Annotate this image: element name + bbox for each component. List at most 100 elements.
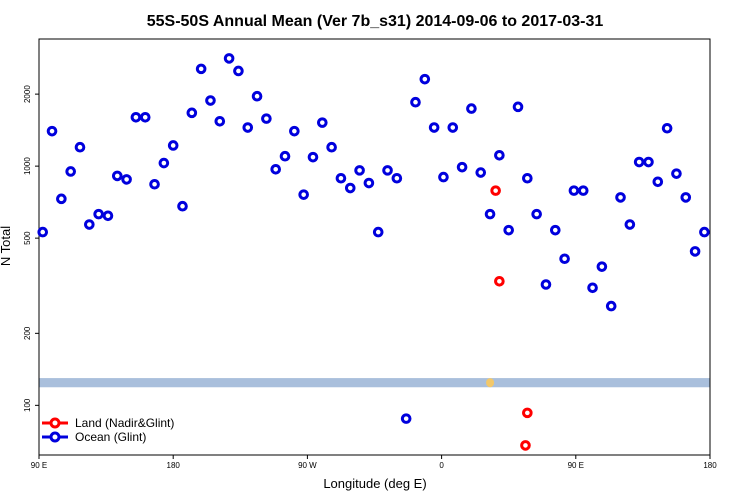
ocean-point [111,170,123,182]
land-point [490,185,501,196]
ocean-point [615,192,626,203]
ocean-point [289,125,300,137]
ocean-point [494,149,505,161]
band-highlight [486,378,495,388]
ocean-point [419,73,431,85]
x-axis-ticks: 90 E 180 90 W 0 90 E 180 [31,455,717,470]
ocean-point [671,168,682,179]
x-tick-label: 90 W [298,461,317,470]
ocean-point [680,192,692,203]
ocean-point [223,53,235,64]
ocean-point [624,219,636,230]
land-point [520,440,531,451]
y-axis-label: N Total [0,226,13,266]
x-tick-label: 90 E [31,461,47,470]
ocean-point [587,282,598,294]
legend-ocean-marker [49,431,61,443]
ocean-point [186,107,198,119]
x-tick-label: 90 E [568,461,584,470]
ocean-point [475,167,487,178]
ocean-point [74,141,86,153]
ocean-point [261,113,272,124]
ocean-point [447,122,459,133]
ocean-point [317,117,328,128]
shaded-band-layer [39,378,710,388]
ocean-point [400,413,412,424]
land-point [494,276,505,287]
ocean-point [344,182,356,194]
ocean-point [456,161,468,173]
ocean-point [503,224,515,236]
ocean-point [214,115,226,127]
ocean-point [326,141,337,153]
legend-ocean-label: Ocean (Glint) [75,430,146,444]
y-tick-label: 200 [23,326,32,340]
ocean-point [559,253,570,265]
ocean-point [577,185,589,196]
legend: Land (Nadir&Glint) Ocean (Glint) [42,416,174,444]
y-tick-label: 2000 [23,85,32,103]
ocean-point [65,166,76,177]
ocean-point [466,103,477,114]
ocean-point [242,122,254,133]
legend-land-label: Land (Nadir&Glint) [75,416,174,430]
ocean-point [298,189,309,200]
y-tick-label: 100 [23,398,32,412]
ocean-point [56,193,67,205]
ocean-point [633,156,645,168]
ocean-point [158,157,170,169]
ocean-point [605,300,617,312]
ocean-point [307,151,319,163]
ocean-point [46,125,58,137]
ocean-point [382,165,393,176]
ocean-point [195,63,207,75]
ocean-point [522,172,533,184]
ocean-point [354,165,365,176]
x-tick-label: 180 [167,461,181,470]
ocean-point [37,226,49,238]
ocean-point [167,140,179,151]
ocean-point [428,122,440,133]
ocean-point [102,210,114,222]
ocean-point [139,112,151,123]
ocean-point [93,208,104,220]
y-axis-ticks: 100 200 500 1000 2000 [23,85,39,412]
ocean-point [652,176,664,188]
ocean-point [363,177,375,189]
y-tick-label: 1000 [23,157,32,175]
ocean-point [438,171,449,183]
ocean-point [484,208,496,220]
land-point [522,407,533,419]
x-tick-label: 180 [703,461,717,470]
ocean-point [84,219,95,230]
ocean-point [689,246,701,257]
y-tick-label: 500 [23,231,32,245]
ocean-point [279,150,291,162]
x-axis-label: Longitude (deg E) [323,476,426,491]
plot-frame [38,38,711,456]
ocean-point [205,95,216,106]
ocean-point [540,279,552,290]
ocean-point [121,174,132,185]
chart-title: 55S-50S Annual Mean (Ver 7b_s31) 2014-09… [147,13,604,30]
ocean-point [335,172,347,184]
ocean-point [699,226,710,238]
ocean-point [643,156,654,168]
ocean-point [410,96,421,108]
ocean-point [372,226,384,238]
ocean-point [661,122,673,134]
ocean-point [270,163,282,175]
ocean-point [391,172,403,184]
ocean-point [251,90,263,102]
ocean-point [596,261,608,272]
ocean-point [130,112,142,123]
legend-land-marker [49,417,61,429]
ocean-point [531,208,542,220]
ocean-point [549,224,561,236]
ocean-point [568,185,580,196]
x-tick-label: 0 [439,461,444,470]
data-points [37,53,710,451]
ocean-point [233,65,244,77]
ocean-point [512,101,524,113]
